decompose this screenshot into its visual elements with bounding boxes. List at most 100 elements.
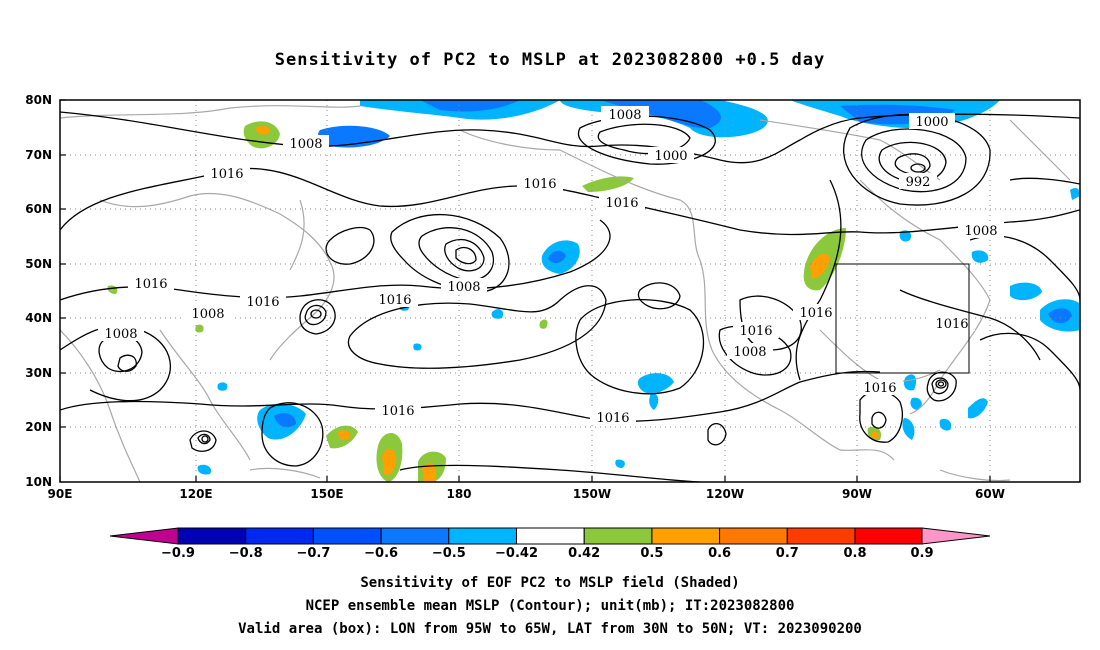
contour-line: [201, 435, 209, 443]
contour-label-text: 1016: [378, 293, 411, 308]
colorbar-label: −0.7: [296, 546, 330, 561]
caption-line-1: Sensitivity of EOF PC2 to MSLP field (Sh…: [360, 575, 740, 591]
colorbar-segment: [380, 527, 450, 545]
colorbar-segment: [448, 527, 517, 545]
axis-ticks: [59, 99, 991, 482]
contour-label-text: 1008: [608, 108, 641, 123]
colorbar-segment: [719, 527, 788, 545]
contour-line: [197, 433, 211, 445]
lat-label: 40N: [25, 311, 52, 325]
valid-area-box: [835, 263, 970, 374]
coastline: [559, 149, 895, 461]
contour-label-text: 1008: [447, 280, 480, 295]
lon-label: 120E: [179, 487, 212, 501]
shade-patch: [382, 448, 396, 476]
contour-line: [707, 423, 727, 446]
contour-line: [926, 371, 957, 402]
contour-line: [399, 464, 701, 482]
contour-label-text: 1016: [246, 295, 279, 310]
coastline: [99, 192, 331, 263]
shade-patch: [971, 250, 989, 263]
contour-line: [795, 179, 842, 381]
colorbar-label: 0.42: [568, 546, 600, 561]
colorbar-label: −0.42: [495, 546, 538, 561]
lat-label: 80N: [25, 93, 52, 107]
lat-label: 70N: [25, 148, 52, 162]
contour-line: [575, 299, 705, 395]
colorbar-label: 0.6: [708, 546, 731, 561]
longitude-labels: 90E 120E 150E 180 150W 120W 90W 60W: [48, 487, 1005, 501]
contour-label: 1016: [204, 165, 250, 182]
shade-patch: [1048, 308, 1072, 324]
contour-line: [60, 370, 881, 422]
lon-label: 180: [446, 487, 471, 501]
contour-line: [899, 289, 1041, 361]
contour-label: 1016: [857, 379, 903, 396]
shade-patch: [649, 392, 659, 410]
shade-patch: [420, 100, 520, 112]
colorbar-segment: [854, 527, 923, 545]
colorbar-segment: [583, 527, 653, 545]
lon-label: 120W: [706, 487, 744, 501]
contour-line: [444, 239, 485, 272]
shaded-sensitivity: [107, 100, 1080, 482]
latitude-labels: 80N 70N 60N 50N 40N 30N 20N 10N: [25, 93, 52, 489]
shade-patch: [910, 397, 922, 410]
shade-patch: [197, 464, 212, 475]
contour-line: [325, 226, 375, 265]
contour-line: [979, 332, 1080, 391]
contour-label: 1008: [283, 135, 329, 152]
shade-patch: [1010, 282, 1042, 301]
contour-label: 1008: [958, 222, 1004, 239]
coastline: [939, 469, 1011, 482]
lat-label: 50N: [25, 257, 52, 271]
coastline: [269, 261, 335, 361]
contour-label-text: 1016: [210, 167, 243, 182]
lon-label: 60W: [975, 487, 1005, 501]
colorbar-segment: [177, 527, 247, 545]
colorbar-left-arrow: [109, 527, 179, 545]
shade-patch: [274, 413, 296, 428]
contour-label: 1016: [517, 175, 563, 192]
contour-label-text: 1008: [733, 345, 766, 360]
coastline: [60, 105, 361, 119]
shade-patch: [491, 309, 504, 319]
contour-line: [310, 309, 322, 319]
colorbar-label: −0.6: [364, 546, 398, 561]
shade-patch: [243, 121, 280, 149]
shade-patch: [904, 374, 917, 391]
contour-labels: 1008 1000 1000 992 1008 1016 1016 1016 1…: [98, 106, 1004, 426]
colorbar-segment: [312, 527, 382, 545]
contour-label: 1008: [98, 325, 144, 342]
contour-label: 1008: [727, 343, 773, 360]
colorbar-label: −0.5: [432, 546, 466, 561]
lat-label: 10N: [25, 475, 52, 489]
contour-line: [117, 354, 137, 372]
contour-line: [347, 285, 607, 369]
contour-line: [261, 402, 324, 467]
colorbar-label: −0.8: [229, 546, 263, 561]
contour-line: [455, 246, 477, 265]
contour-label: 1016: [372, 291, 418, 308]
colorbar-label: 0.5: [640, 546, 663, 561]
shade-patch: [413, 343, 422, 351]
lon-label: 150W: [573, 487, 611, 501]
contour-line: [931, 377, 949, 395]
contour-line: [859, 390, 903, 443]
shade-patch: [615, 459, 625, 468]
contour-line: [910, 163, 926, 173]
shade-patch: [255, 125, 270, 135]
contour-label-text: 1000: [915, 115, 948, 130]
shade-patch: [902, 418, 915, 440]
lat-label: 30N: [25, 366, 52, 380]
caption-line-2: NCEP ensemble mean MSLP (Contour); unit(…: [305, 598, 795, 614]
colorbar-right-arrow: [921, 527, 991, 545]
colorbar: −0.9 −0.8 −0.7 −0.6 −0.5 −0.42 0.42 0.5 …: [109, 527, 991, 561]
contour-label: 1016: [375, 402, 421, 419]
contour-label: 1008: [601, 106, 649, 123]
colorbar-segment: [245, 527, 314, 545]
colorbar-segment: [651, 527, 721, 545]
shade-patch: [810, 253, 830, 279]
shade-patch: [637, 373, 674, 394]
contour-line: [937, 381, 945, 387]
